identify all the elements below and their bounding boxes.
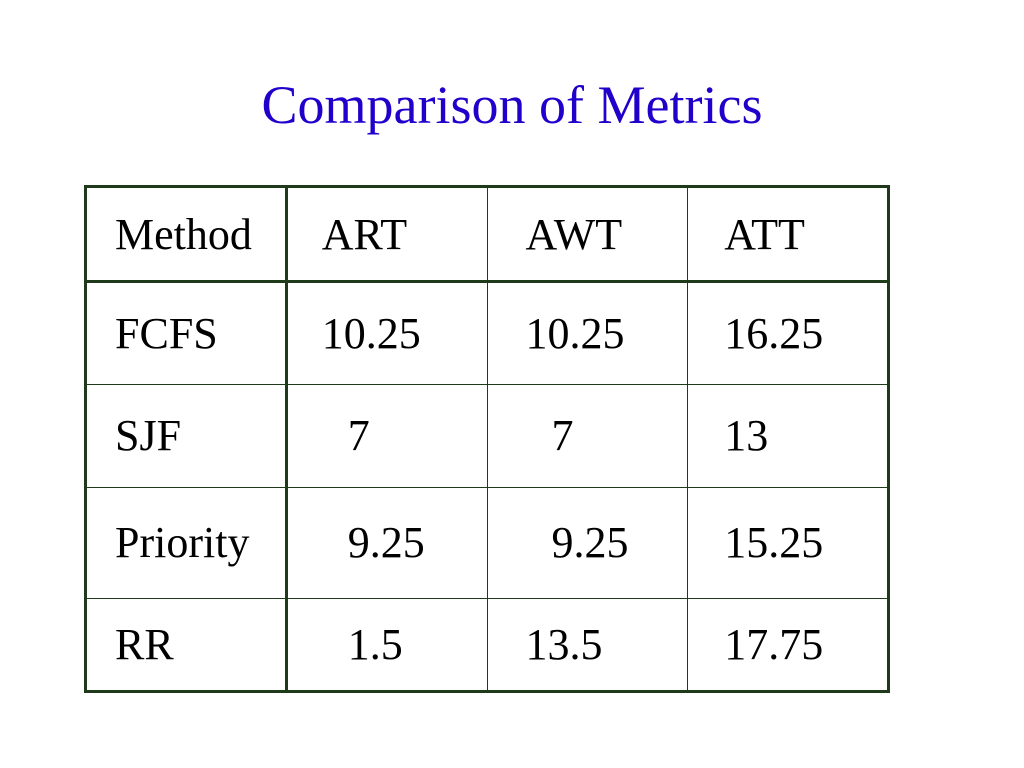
cell-awt-value: 13.5 — [525, 619, 603, 669]
cell-att: 17.75 — [687, 597, 889, 693]
slide-title: Comparison of Metrics — [261, 75, 763, 135]
table-row: Priority 9.25 9.25 15.25 — [85, 486, 889, 599]
table-row: RR 1.5 13.5 17.75 — [85, 597, 889, 693]
cell-method: RR — [85, 597, 288, 693]
cell-att-value: 16.25 — [724, 309, 824, 359]
cell-art: 10.25 — [285, 281, 488, 386]
cell-awt: 9.25 — [486, 486, 689, 599]
table-row: SJF 7 7 13 — [85, 384, 889, 488]
header-att: ATT — [687, 185, 889, 284]
cell-awt-value: 9.25 — [551, 518, 629, 568]
cell-awt: 13.5 — [486, 597, 689, 693]
cell-att-value: 13 — [724, 411, 769, 461]
cell-art-value: 1.5 — [347, 619, 403, 669]
cell-awt: 10.25 — [486, 281, 689, 386]
cell-method: FCFS — [85, 281, 288, 386]
cell-att: 15.25 — [687, 486, 889, 599]
cell-art: 9.25 — [285, 486, 488, 599]
cell-awt: 7 — [486, 384, 689, 488]
cell-awt-value: 10.25 — [525, 309, 625, 359]
cell-art-value: 10.25 — [321, 309, 421, 359]
cell-art: 1.5 — [285, 597, 488, 693]
metrics-table: Method ART AWT ATT FCFS 10.25 10.25 16.2… — [84, 185, 890, 693]
table-header-row: Method ART AWT ATT — [85, 185, 889, 284]
cell-awt-value: 7 — [551, 411, 574, 461]
header-awt: AWT — [486, 185, 689, 284]
cell-art-value: 9.25 — [347, 518, 425, 568]
header-method: Method — [85, 185, 288, 284]
cell-att-value: 15.25 — [724, 518, 824, 568]
table-row: FCFS 10.25 10.25 16.25 — [85, 281, 889, 386]
cell-att: 16.25 — [687, 281, 889, 386]
cell-method: SJF — [85, 384, 288, 488]
cell-att-value: 17.75 — [724, 619, 824, 669]
cell-art: 7 — [285, 384, 488, 488]
cell-att: 13 — [687, 384, 889, 488]
cell-art-value: 7 — [347, 411, 370, 461]
cell-method: Priority — [85, 486, 288, 599]
header-art: ART — [285, 185, 488, 284]
